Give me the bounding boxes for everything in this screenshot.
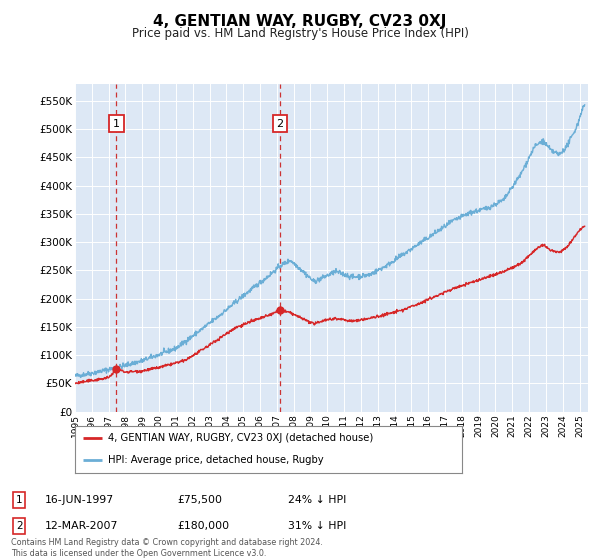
Text: 24% ↓ HPI: 24% ↓ HPI — [288, 495, 346, 505]
Text: Price paid vs. HM Land Registry's House Price Index (HPI): Price paid vs. HM Land Registry's House … — [131, 27, 469, 40]
Text: HPI: Average price, detached house, Rugby: HPI: Average price, detached house, Rugb… — [108, 455, 323, 465]
Text: 16-JUN-1997: 16-JUN-1997 — [45, 495, 114, 505]
Text: 2: 2 — [16, 521, 23, 531]
Text: 4, GENTIAN WAY, RUGBY, CV23 0XJ: 4, GENTIAN WAY, RUGBY, CV23 0XJ — [154, 14, 446, 29]
Text: 2: 2 — [277, 119, 284, 129]
Text: 1: 1 — [113, 119, 120, 129]
Text: 1: 1 — [16, 495, 23, 505]
Text: Contains HM Land Registry data © Crown copyright and database right 2024.
This d: Contains HM Land Registry data © Crown c… — [11, 538, 323, 558]
Text: 12-MAR-2007: 12-MAR-2007 — [45, 521, 118, 531]
Text: 4, GENTIAN WAY, RUGBY, CV23 0XJ (detached house): 4, GENTIAN WAY, RUGBY, CV23 0XJ (detache… — [108, 433, 373, 444]
Text: £75,500: £75,500 — [177, 495, 222, 505]
Text: £180,000: £180,000 — [177, 521, 229, 531]
Text: 31% ↓ HPI: 31% ↓ HPI — [288, 521, 346, 531]
